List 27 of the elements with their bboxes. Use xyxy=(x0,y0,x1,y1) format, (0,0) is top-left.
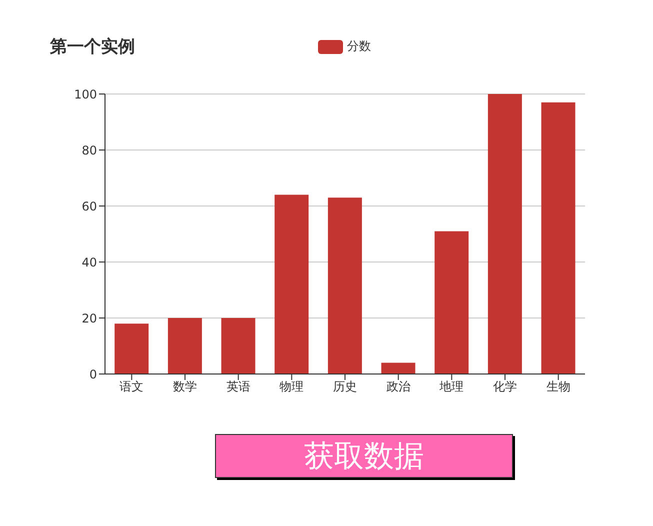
y-tick-label: 80 xyxy=(82,143,97,158)
bar xyxy=(434,231,469,374)
bar xyxy=(221,318,256,374)
bar xyxy=(488,94,522,374)
bar xyxy=(168,318,202,374)
bar xyxy=(328,198,362,374)
bar xyxy=(541,102,576,374)
x-tick-label: 地理 xyxy=(438,380,464,394)
bar xyxy=(114,324,149,374)
y-tick-label: 100 xyxy=(74,87,97,102)
y-tick-label: 0 xyxy=(89,367,97,382)
x-tick-label: 化学 xyxy=(493,380,517,394)
x-tick-label: 数学 xyxy=(173,380,197,394)
bar xyxy=(274,194,309,374)
legend-label: 分数 xyxy=(347,38,371,55)
x-tick-label: 生物 xyxy=(546,380,570,394)
x-tick-label: 物理 xyxy=(280,380,304,394)
chart-title: 第一个实例 xyxy=(50,36,135,58)
x-tick-label: 政治 xyxy=(386,380,410,394)
x-tick-label: 语文 xyxy=(120,380,144,394)
x-tick-label: 历史 xyxy=(333,380,357,394)
x-tick-label: 英语 xyxy=(226,380,250,394)
y-tick-label: 60 xyxy=(82,199,97,214)
y-tick-label: 20 xyxy=(82,311,97,326)
y-tick-label: 40 xyxy=(82,255,97,270)
button: 获取数据 xyxy=(215,434,513,478)
bar xyxy=(381,362,416,374)
